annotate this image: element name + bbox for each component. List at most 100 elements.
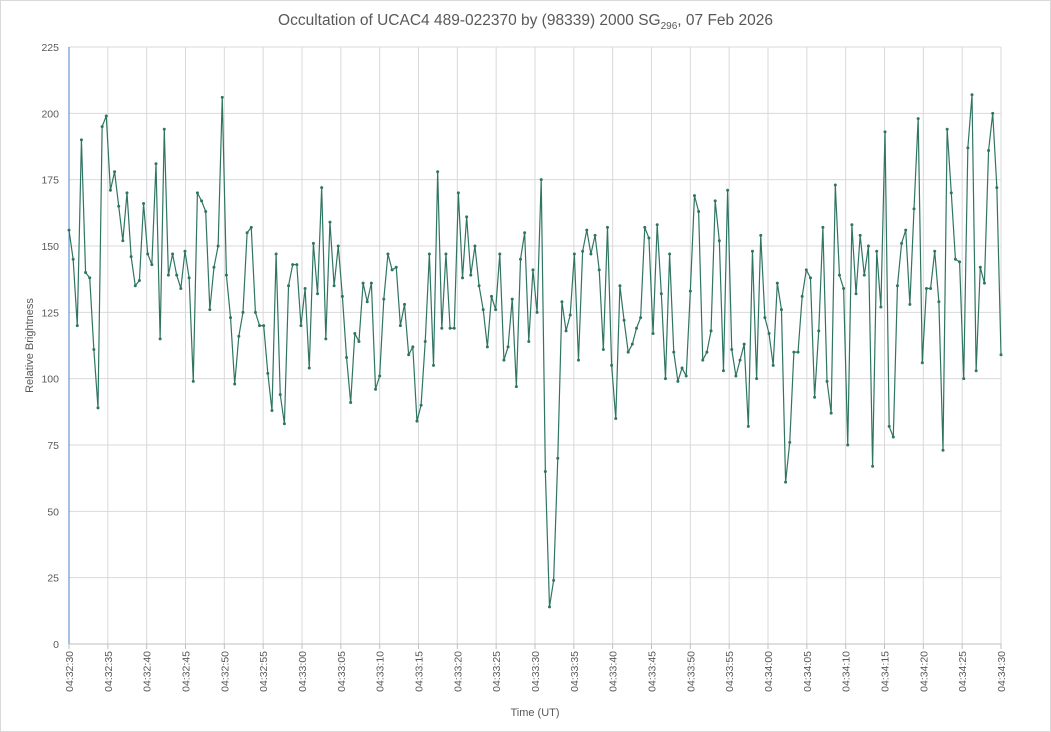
data-point (328, 220, 332, 224)
data-point (912, 207, 916, 211)
data-point (717, 239, 721, 243)
data-point (287, 284, 291, 288)
data-point (369, 281, 373, 285)
data-point (336, 244, 340, 248)
data-point (639, 316, 643, 320)
data-point (477, 284, 481, 288)
data-point (999, 353, 1003, 357)
x-tick-label: 04:32:50 (219, 651, 231, 692)
data-point (895, 284, 899, 288)
data-point (316, 292, 320, 296)
data-point (742, 342, 746, 346)
data-point (734, 374, 738, 378)
data-point (444, 252, 448, 256)
y-tick-label: 175 (41, 175, 59, 187)
data-point (233, 382, 237, 386)
y-tick-label: 0 (53, 639, 59, 651)
data-point (365, 300, 369, 304)
x-tick-label: 04:34:00 (763, 651, 775, 692)
data-point (634, 326, 638, 330)
data-point (763, 316, 767, 320)
data-point (320, 186, 324, 190)
data-point (672, 350, 676, 354)
data-point (125, 191, 129, 195)
data-point (121, 239, 125, 243)
data-point (427, 252, 431, 256)
data-point (270, 409, 274, 413)
data-point (374, 387, 378, 391)
data-point (949, 191, 953, 195)
data-point (527, 340, 531, 344)
data-point (481, 308, 485, 312)
y-tick-label: 50 (47, 506, 59, 518)
data-point (345, 355, 349, 359)
data-point (829, 411, 833, 415)
y-tick-label: 150 (41, 241, 59, 253)
data-point (991, 111, 995, 115)
data-point (241, 310, 245, 314)
data-point (937, 300, 941, 304)
data-point (850, 223, 854, 227)
data-point (539, 178, 543, 182)
x-tick-label: 04:32:35 (103, 651, 115, 692)
data-point (440, 326, 444, 330)
data-point (113, 170, 117, 174)
data-point (137, 278, 141, 282)
data-point (303, 286, 307, 290)
data-point (916, 117, 920, 121)
data-point (659, 292, 663, 296)
data-point (958, 260, 962, 264)
data-point (821, 225, 825, 229)
data-point (195, 191, 199, 195)
data-point (220, 95, 224, 99)
data-point (216, 244, 220, 248)
data-point (974, 369, 978, 373)
data-point (324, 337, 328, 341)
data-point (465, 215, 469, 219)
data-point (552, 578, 556, 582)
data-point (904, 228, 908, 232)
data-point (784, 480, 788, 484)
data-point (755, 377, 759, 381)
data-point (966, 146, 970, 150)
data-point (589, 252, 593, 256)
data-point (953, 257, 957, 261)
data-point (576, 358, 580, 362)
data-point (340, 294, 344, 298)
data-point (179, 286, 183, 290)
data-point (200, 199, 204, 203)
data-point (626, 350, 630, 354)
data-point (514, 385, 518, 389)
data-point (295, 263, 299, 267)
data-point (502, 358, 506, 362)
data-point (390, 268, 394, 272)
data-point (593, 233, 597, 237)
title-suffix: , 07 Feb 2026 (677, 12, 773, 29)
data-point (924, 286, 928, 290)
data-point (887, 424, 891, 428)
data-point (510, 297, 514, 301)
data-point (800, 294, 804, 298)
data-point (726, 188, 730, 192)
x-tick-label: 04:34:25 (957, 651, 969, 692)
data-point (601, 347, 605, 351)
x-tick-label: 04:33:45 (647, 651, 659, 692)
x-tick-label: 04:32:30 (64, 651, 76, 692)
data-point (796, 350, 800, 354)
data-point (100, 125, 104, 129)
data-point (970, 93, 974, 97)
data-point (655, 223, 659, 227)
data-point (738, 358, 742, 362)
data-point (262, 324, 266, 328)
x-tick-label: 04:33:30 (530, 651, 542, 692)
data-point (423, 340, 427, 344)
data-point (353, 332, 357, 336)
x-tick-label: 04:33:35 (569, 651, 581, 692)
data-point (171, 252, 175, 256)
x-tick-label: 04:32:40 (142, 651, 154, 692)
data-point (104, 114, 108, 118)
data-point (485, 345, 489, 349)
y-tick-label: 25 (47, 573, 59, 585)
x-tick-label: 04:33:55 (724, 651, 736, 692)
